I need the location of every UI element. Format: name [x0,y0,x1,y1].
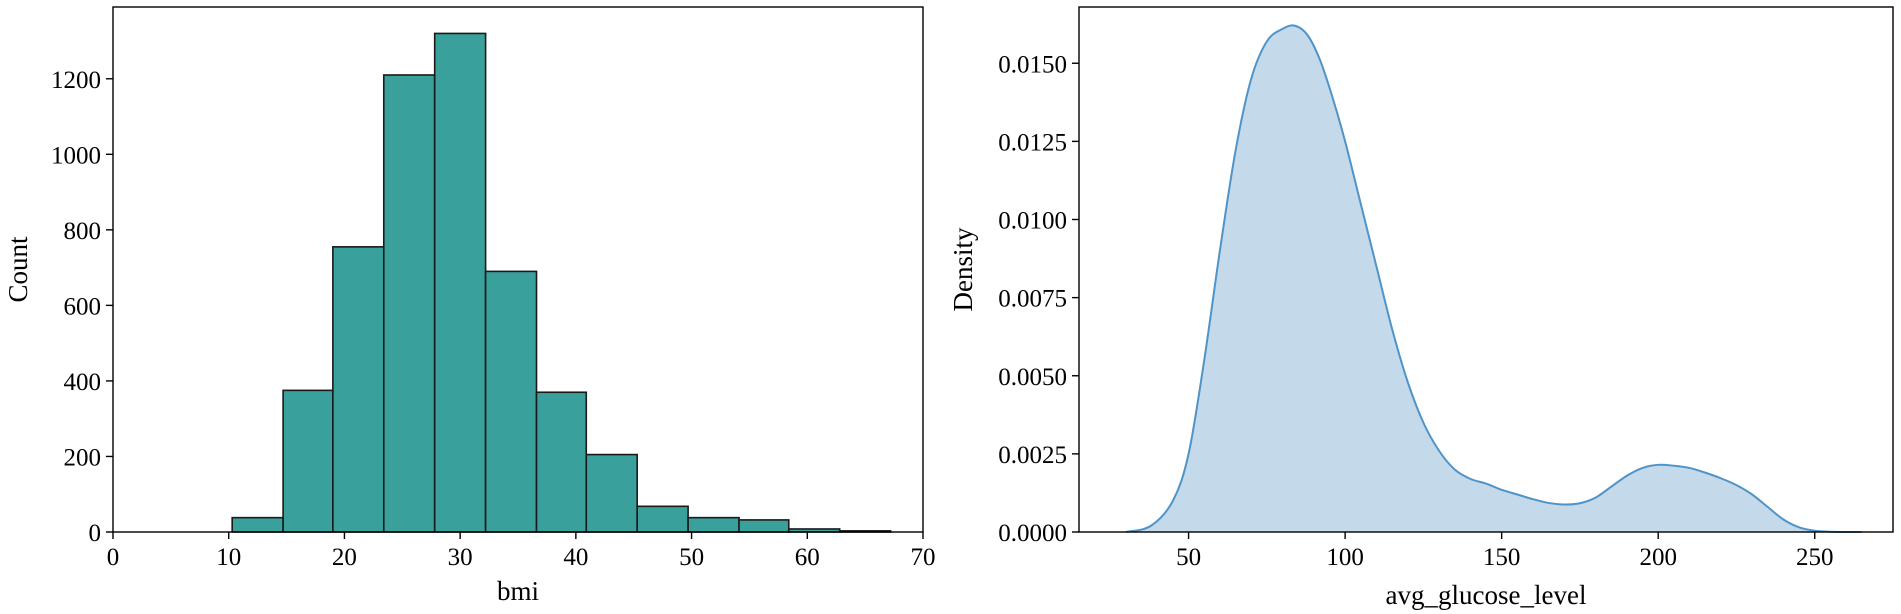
histogram-y-axis-label: Count [3,236,33,303]
histogram-bar-1 [282,389,334,533]
histogram-x-tick-label: 30 [448,544,473,571]
density-y-tick-label: 0.0125 [998,129,1067,156]
density-x-axis-label: avg_glucose_level [1386,580,1587,610]
density-x-tick-label: 200 [1639,544,1677,571]
histogram-y-tick-label: 200 [64,444,102,471]
histogram-bar-3 [382,74,436,533]
density-y-axis-label: Density [948,227,978,311]
density-y-tick-label: 0.0150 [998,51,1067,78]
histogram-x-axis-label: bmi [497,576,539,606]
density-y-tick-label: 0.0075 [998,286,1067,313]
density-y-tick-label: 0.0000 [998,520,1067,547]
histogram-bar-8 [636,505,689,533]
histogram-x-tick-label: 50 [679,544,704,571]
histogram-x-tick-label: 0 [107,544,120,571]
histogram-frame [112,6,924,533]
density-x-tick-label: 100 [1326,544,1364,571]
histogram-bar-7 [585,453,638,533]
histogram-bar-4 [433,32,487,533]
histogram-x-tick-label: 10 [216,544,241,571]
histogram-y-tick-label: 1200 [51,67,101,94]
density-area-fill [1125,25,1862,532]
histogram-bar-2 [332,246,385,533]
histogram-y-tick-label: 600 [64,293,102,320]
histogram-x-tick-label: 40 [563,544,588,571]
histogram-bar-6 [535,391,588,533]
histogram-x-tick-label: 20 [332,544,357,571]
density-x-tick-label: 50 [1176,544,1201,571]
density-frame [1078,6,1894,533]
histogram-y-tick-label: 800 [64,218,102,245]
histogram-y-tick-label: 0 [89,520,102,547]
histogram-bar-9 [687,516,740,533]
density-y-tick-label: 0.0025 [998,442,1067,469]
density-curve [1125,24,1862,533]
density-y-tick-label: 0.0050 [998,364,1067,391]
density-x-tick-label: 250 [1796,544,1834,571]
histogram-bar-5 [484,270,538,533]
density-y-tick-label: 0.0100 [998,208,1067,235]
histogram-bar-10 [738,519,790,533]
histogram-y-tick-label: 1000 [51,142,101,169]
histogram-bar-0 [231,516,284,533]
histogram-x-tick-label: 60 [795,544,820,571]
histogram-y-tick-label: 400 [64,369,102,396]
density-x-tick-label: 150 [1483,544,1521,571]
histogram-x-tick-label: 70 [911,544,936,571]
